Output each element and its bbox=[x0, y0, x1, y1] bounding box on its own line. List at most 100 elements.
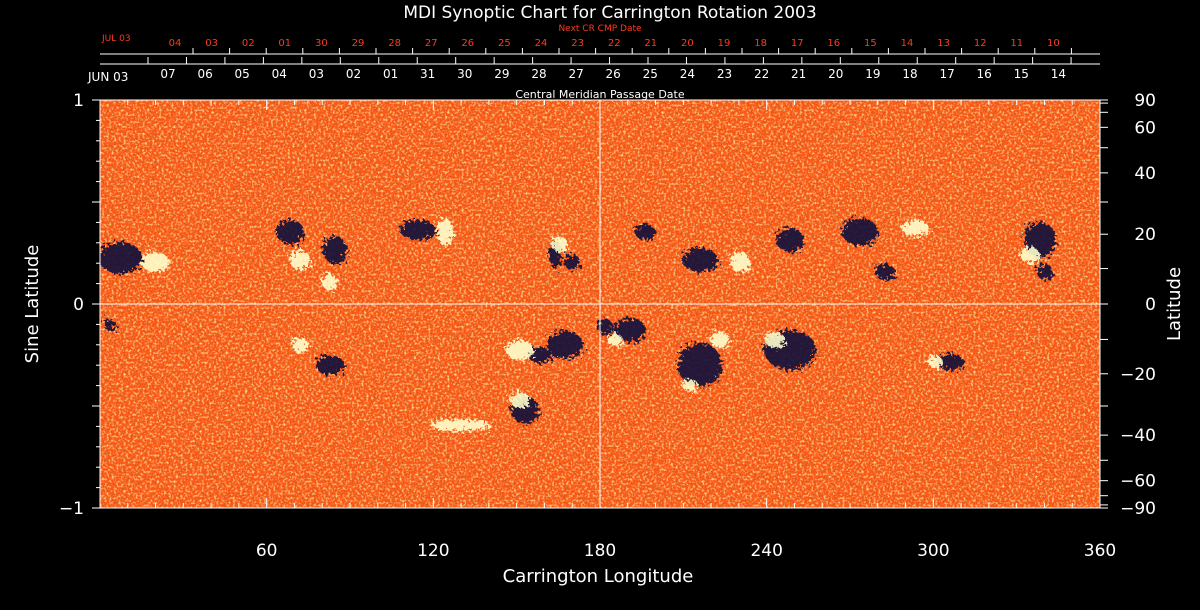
next-cmp-date-label: 01 bbox=[278, 38, 291, 49]
cmp-date-label: 26 bbox=[606, 67, 621, 81]
y-right-tick-label: 60 bbox=[1134, 118, 1156, 138]
x-tick-label: 360 bbox=[1084, 541, 1116, 561]
y-right-tick-label: 20 bbox=[1134, 225, 1156, 245]
y-left-tick-label: 0 bbox=[73, 295, 84, 315]
next-cmp-date-label: 03 bbox=[205, 38, 218, 49]
x-tick-label: 300 bbox=[917, 541, 949, 561]
cmp-date-label: 25 bbox=[643, 67, 658, 81]
next-cmp-axis-title: Next CR CMP Date bbox=[558, 24, 642, 34]
next-cmp-date-label: 30 bbox=[315, 38, 328, 49]
cmp-date-label: 16 bbox=[977, 67, 992, 81]
y-axis-left: 1 0 −1 bbox=[59, 91, 100, 519]
x-axis-label: Carrington Longitude bbox=[503, 566, 694, 587]
next-cmp-date-label: 18 bbox=[754, 38, 767, 49]
negative-flux-region bbox=[528, 347, 552, 363]
negative-flux-region bbox=[875, 264, 895, 280]
positive-flux-region bbox=[901, 220, 929, 236]
cmp-date-label: 01 bbox=[383, 67, 398, 81]
cmp-date-label: 18 bbox=[902, 67, 917, 81]
next-cmp-date-label: 02 bbox=[242, 38, 255, 49]
negative-flux-region bbox=[682, 248, 718, 272]
y-left-tick-label: −1 bbox=[59, 499, 84, 519]
cmp-axis-title: Central Meridian Passage Date bbox=[515, 88, 684, 101]
cmp-date-label: 29 bbox=[494, 67, 509, 81]
x-tick-label: 120 bbox=[417, 541, 449, 561]
next-cmp-date-label: 24 bbox=[535, 38, 548, 49]
x-tick-label: 240 bbox=[750, 541, 782, 561]
negative-flux-region bbox=[776, 228, 804, 252]
cmp-date-label: 23 bbox=[717, 67, 732, 81]
negative-flux-region bbox=[316, 355, 344, 375]
next-cmp-date-label: 04 bbox=[169, 38, 182, 49]
x-tick-label: 60 bbox=[256, 541, 278, 561]
y-axis-right: 90 60 40 20 0 −20 −40 −60 −90 bbox=[1100, 91, 1156, 519]
negative-flux-region bbox=[614, 318, 646, 342]
next-cmp-date-label: 28 bbox=[388, 38, 401, 49]
positive-flux-region bbox=[552, 237, 568, 253]
next-cmp-date-label: 29 bbox=[352, 38, 365, 49]
cmp-date-label: 06 bbox=[197, 67, 212, 81]
next-cmp-start-label: JUL 03 bbox=[101, 34, 131, 44]
next-cmp-date-label: 22 bbox=[608, 38, 621, 49]
next-cmp-date-label: 25 bbox=[498, 38, 511, 49]
cmp-date-label: 31 bbox=[420, 67, 435, 81]
cmp-date-label: 07 bbox=[160, 67, 175, 81]
negative-flux-region bbox=[678, 343, 722, 387]
next-cmp-axis: Next CR CMP Date JUL 03 04 03 02 01 30 29 28 27… bbox=[100, 24, 1100, 55]
cmp-date-label: 22 bbox=[754, 67, 769, 81]
negative-flux-region bbox=[276, 220, 304, 244]
cmp-date-label: 02 bbox=[346, 67, 361, 81]
next-cmp-date-label: 15 bbox=[864, 38, 877, 49]
y-axis-right-label: Latitude bbox=[1164, 267, 1185, 341]
y-left-tick-label: 1 bbox=[73, 91, 84, 111]
positive-flux-region bbox=[506, 340, 534, 360]
cmp-date-label: 21 bbox=[791, 67, 806, 81]
positive-flux-region bbox=[430, 419, 490, 431]
next-cmp-date-label: 11 bbox=[1010, 38, 1023, 49]
positive-flux-region bbox=[510, 392, 530, 408]
next-cmp-date-label: 12 bbox=[974, 38, 987, 49]
negative-flux-region bbox=[842, 218, 878, 246]
next-cmp-date-label: 21 bbox=[644, 38, 657, 49]
cmp-axis: JUN 03 07 06 05 04 03 02 01 31 30 29 28 27 26 25 24 23 2… bbox=[87, 57, 1100, 101]
negative-flux-region bbox=[564, 254, 580, 270]
negative-flux-region bbox=[547, 331, 583, 359]
next-cmp-date-label: 10 bbox=[1047, 38, 1060, 49]
y-right-tick-label: −40 bbox=[1120, 426, 1156, 446]
negative-flux-region bbox=[104, 319, 116, 331]
positive-flux-region bbox=[292, 337, 308, 353]
positive-flux-region bbox=[710, 332, 730, 348]
cmp-date-label: 30 bbox=[457, 67, 472, 81]
negative-flux-region bbox=[635, 224, 655, 240]
cmp-date-label: 27 bbox=[568, 67, 583, 81]
cmp-date-label: 04 bbox=[272, 67, 287, 81]
positive-flux-region bbox=[1020, 247, 1040, 263]
y-right-tick-label: 90 bbox=[1134, 91, 1156, 111]
chart-title: MDI Synoptic Chart for Carrington Rotati… bbox=[403, 3, 816, 23]
cmp-date-label: 17 bbox=[939, 67, 954, 81]
next-cmp-date-label: 20 bbox=[681, 38, 694, 49]
y-right-tick-label: −20 bbox=[1120, 365, 1156, 385]
positive-flux-region bbox=[927, 356, 943, 368]
next-cmp-date-label: 23 bbox=[571, 38, 584, 49]
next-cmp-date-label: 13 bbox=[937, 38, 950, 49]
cmp-date-label: 19 bbox=[865, 67, 880, 81]
cmp-date-label: 05 bbox=[235, 67, 250, 81]
negative-flux-region bbox=[100, 242, 142, 274]
x-axis: 60 120 180 240 300 360 bbox=[127, 100, 1116, 561]
y-axis-left-label: Sine Latitude bbox=[22, 245, 43, 364]
negative-flux-region bbox=[400, 220, 436, 240]
negative-flux-region bbox=[323, 236, 347, 264]
next-cmp-date-label: 14 bbox=[901, 38, 914, 49]
cmp-date-label: 24 bbox=[680, 67, 695, 81]
next-cmp-date-label: 27 bbox=[425, 38, 438, 49]
next-cmp-date-label: 26 bbox=[461, 38, 474, 49]
positive-flux-region bbox=[437, 218, 453, 246]
positive-flux-region bbox=[290, 250, 310, 270]
negative-flux-region bbox=[597, 319, 613, 335]
cmp-date-label: 15 bbox=[1014, 67, 1029, 81]
cmp-date-label: 03 bbox=[309, 67, 324, 81]
positive-flux-region bbox=[730, 252, 750, 272]
positive-flux-region bbox=[141, 252, 169, 272]
